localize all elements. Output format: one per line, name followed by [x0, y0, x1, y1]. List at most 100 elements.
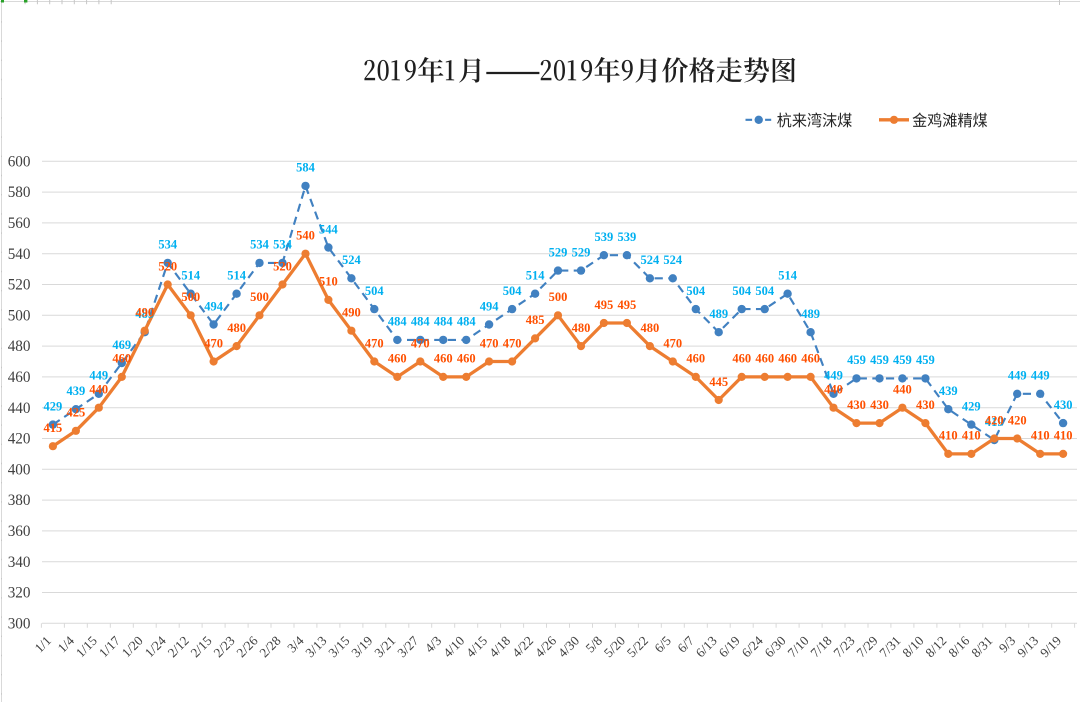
- svg-text:429: 429: [44, 399, 63, 413]
- svg-text:410: 410: [939, 429, 958, 443]
- svg-text:520: 520: [158, 259, 177, 273]
- svg-text:415: 415: [44, 421, 63, 435]
- svg-text:430: 430: [916, 398, 935, 412]
- svg-text:460: 460: [434, 352, 453, 366]
- svg-text:460: 460: [388, 352, 407, 366]
- svg-text:360: 360: [8, 523, 31, 540]
- svg-text:529: 529: [572, 245, 591, 259]
- svg-text:460: 460: [8, 369, 31, 386]
- svg-text:480: 480: [8, 338, 31, 355]
- svg-text:534: 534: [273, 238, 293, 252]
- svg-text:489: 489: [135, 307, 154, 321]
- svg-text:480: 480: [227, 321, 246, 335]
- svg-text:484: 484: [411, 315, 431, 329]
- svg-text:500: 500: [8, 307, 31, 324]
- svg-text:544: 544: [319, 222, 339, 236]
- svg-text:484: 484: [434, 315, 454, 329]
- svg-text:540: 540: [296, 229, 315, 243]
- svg-text:524: 524: [663, 253, 683, 267]
- svg-text:470: 470: [411, 336, 430, 350]
- svg-text:449: 449: [89, 369, 108, 383]
- svg-text:419: 419: [985, 415, 1004, 429]
- svg-text:504: 504: [503, 284, 523, 298]
- svg-text:300: 300: [8, 615, 31, 632]
- svg-text:459: 459: [847, 353, 866, 367]
- svg-text:504: 504: [365, 284, 385, 298]
- svg-text:514: 514: [526, 269, 546, 283]
- svg-text:539: 539: [595, 230, 614, 244]
- svg-text:429: 429: [962, 399, 981, 413]
- svg-text:410: 410: [962, 429, 981, 443]
- svg-text:580: 580: [8, 184, 31, 201]
- svg-text:494: 494: [204, 299, 224, 313]
- svg-text:494: 494: [480, 299, 500, 313]
- svg-text:485: 485: [526, 313, 545, 327]
- svg-text:500: 500: [250, 290, 269, 304]
- svg-text:480: 480: [572, 321, 591, 335]
- svg-text:439: 439: [67, 384, 86, 398]
- svg-text:470: 470: [204, 336, 223, 350]
- svg-text:470: 470: [663, 336, 682, 350]
- svg-text:495: 495: [618, 298, 637, 312]
- svg-text:439: 439: [939, 384, 958, 398]
- svg-text:524: 524: [641, 253, 661, 267]
- svg-text:469: 469: [112, 338, 131, 352]
- svg-text:504: 504: [755, 284, 775, 298]
- svg-text:440: 440: [89, 383, 108, 397]
- svg-text:484: 484: [457, 315, 477, 329]
- svg-text:440: 440: [893, 383, 912, 397]
- svg-text:420: 420: [985, 413, 1004, 427]
- svg-text:600: 600: [8, 153, 31, 170]
- svg-text:440: 440: [824, 383, 843, 397]
- svg-text:420: 420: [1008, 413, 1027, 427]
- svg-text:340: 340: [8, 554, 31, 571]
- svg-text:460: 460: [755, 352, 774, 366]
- svg-text:504: 504: [686, 284, 706, 298]
- svg-text:490: 490: [342, 306, 361, 320]
- svg-text:420: 420: [8, 431, 31, 448]
- svg-text:514: 514: [778, 269, 798, 283]
- svg-text:489: 489: [709, 307, 728, 321]
- svg-text:534: 534: [250, 238, 270, 252]
- svg-text:459: 459: [916, 353, 935, 367]
- svg-text:320: 320: [8, 585, 31, 602]
- svg-text:529: 529: [549, 245, 568, 259]
- svg-text:504: 504: [732, 284, 752, 298]
- svg-text:500: 500: [181, 290, 200, 304]
- svg-text:460: 460: [457, 352, 476, 366]
- svg-text:484: 484: [388, 315, 408, 329]
- svg-text:445: 445: [709, 375, 728, 389]
- svg-text:430: 430: [870, 398, 889, 412]
- svg-text:490: 490: [135, 306, 154, 320]
- svg-text:520: 520: [273, 259, 292, 273]
- svg-text:584: 584: [296, 161, 316, 175]
- svg-text:430: 430: [847, 398, 866, 412]
- svg-text:514: 514: [181, 269, 201, 283]
- svg-text:460: 460: [732, 352, 751, 366]
- svg-text:489: 489: [801, 307, 820, 321]
- svg-text:510: 510: [319, 275, 338, 289]
- svg-text:470: 470: [480, 336, 499, 350]
- svg-text:430: 430: [1054, 398, 1073, 412]
- svg-text:539: 539: [618, 230, 637, 244]
- svg-text:400: 400: [8, 461, 31, 478]
- svg-text:449: 449: [824, 369, 843, 383]
- svg-text:470: 470: [503, 336, 522, 350]
- svg-text:560: 560: [8, 215, 31, 232]
- svg-text:514: 514: [227, 269, 247, 283]
- svg-text:440: 440: [8, 400, 31, 417]
- svg-text:410: 410: [1054, 429, 1073, 443]
- svg-text:460: 460: [686, 352, 705, 366]
- svg-text:540: 540: [8, 246, 31, 263]
- svg-text:425: 425: [67, 406, 86, 420]
- svg-text:449: 449: [1031, 369, 1050, 383]
- svg-text:459: 459: [870, 353, 889, 367]
- svg-text:459: 459: [893, 353, 912, 367]
- svg-text:480: 480: [641, 321, 660, 335]
- svg-text:500: 500: [549, 290, 568, 304]
- svg-text:520: 520: [8, 277, 31, 294]
- svg-text:460: 460: [778, 352, 797, 366]
- svg-text:460: 460: [112, 352, 131, 366]
- svg-text:470: 470: [365, 336, 384, 350]
- svg-text:410: 410: [1031, 429, 1050, 443]
